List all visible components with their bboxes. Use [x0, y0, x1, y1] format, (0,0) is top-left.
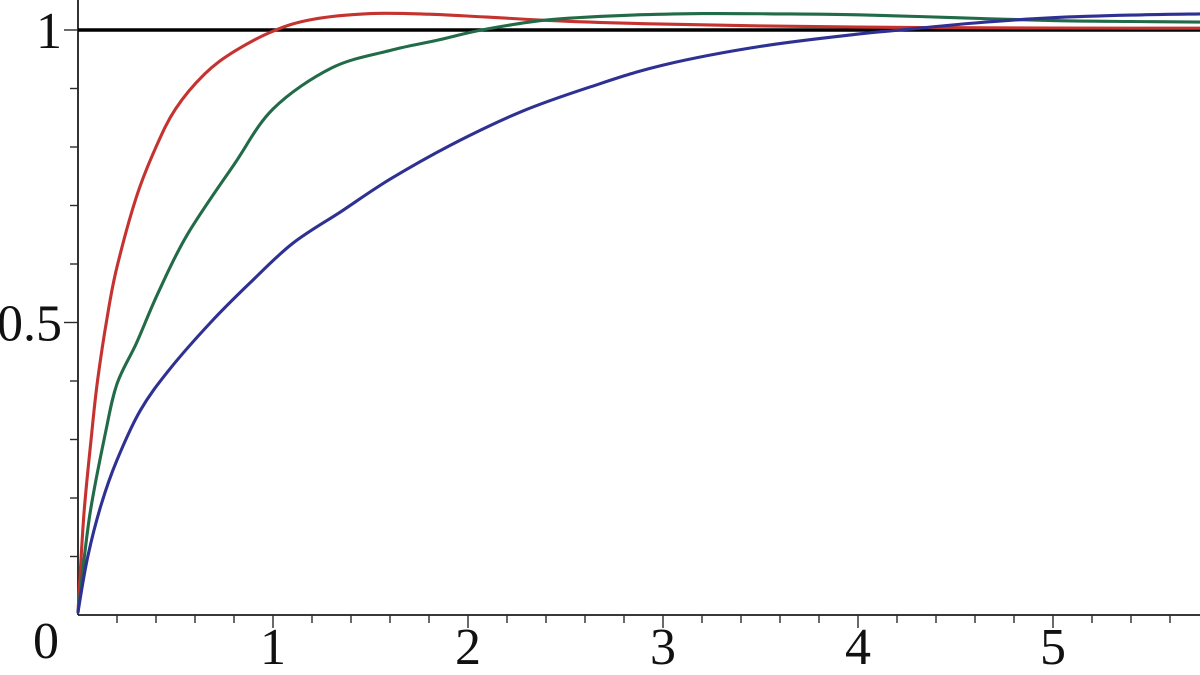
x-tick-label: 1 [260, 619, 286, 675]
y-tick-label: 0.5 [0, 296, 62, 353]
x-tick-label: 4 [845, 619, 871, 675]
x-tick-label: 2 [455, 619, 481, 675]
curve-green-curve-medium [76, 11, 1200, 614]
y-tick-label: 1 [36, 3, 62, 60]
x-tick-label: 5 [1040, 619, 1066, 675]
curve-red-curve-fast [76, 11, 1200, 614]
x-tick-label: 3 [650, 619, 676, 675]
x-origin-label: 0 [33, 613, 59, 670]
curve-blue-curve-slow [76, 12, 1200, 614]
